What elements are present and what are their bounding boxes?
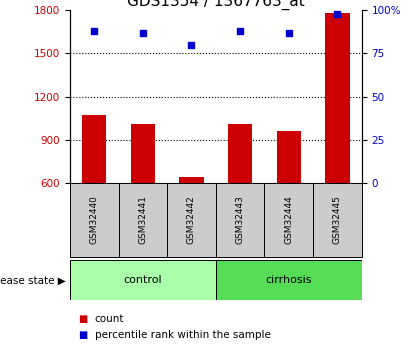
Bar (179, 177, 203, 183)
Bar (70, 183, 118, 257)
Bar (216, 260, 362, 300)
Bar (277, 131, 301, 183)
Bar (228, 124, 252, 183)
Point (237, 28, 243, 34)
Bar (118, 183, 167, 257)
Bar (216, 183, 264, 257)
Text: GSM32440: GSM32440 (90, 196, 99, 244)
Point (188, 42, 195, 48)
Text: count: count (95, 314, 124, 324)
Bar (313, 183, 362, 257)
Text: GSM32442: GSM32442 (187, 196, 196, 244)
Point (286, 30, 292, 36)
Bar (264, 183, 313, 257)
Point (140, 30, 146, 36)
Bar (131, 124, 155, 183)
Text: ■: ■ (78, 330, 88, 339)
Bar (70, 260, 216, 300)
Text: disease state ▶: disease state ▶ (0, 275, 66, 285)
Bar (167, 183, 216, 257)
Text: GSM32443: GSM32443 (236, 196, 245, 244)
Text: cirrhosis: cirrhosis (266, 275, 312, 285)
Bar (82, 115, 106, 183)
Text: control: control (124, 275, 162, 285)
Bar (325, 13, 349, 183)
Text: GSM32444: GSM32444 (284, 196, 293, 244)
Title: GDS1354 / 1367763_at: GDS1354 / 1367763_at (127, 0, 305, 10)
Point (334, 11, 341, 17)
Text: ■: ■ (78, 314, 88, 324)
Text: GSM32445: GSM32445 (333, 196, 342, 244)
Text: GSM32441: GSM32441 (139, 196, 147, 244)
Text: percentile rank within the sample: percentile rank within the sample (95, 330, 270, 339)
Point (91, 28, 97, 34)
